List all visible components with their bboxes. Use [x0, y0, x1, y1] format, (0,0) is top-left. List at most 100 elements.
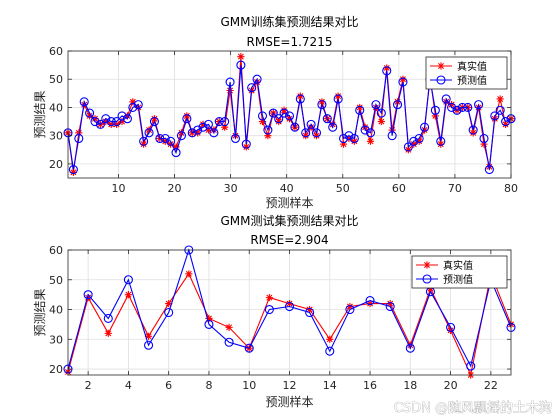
data-point-1 — [382, 66, 392, 76]
y-tick-label: 20 — [49, 158, 63, 171]
data-point-1 — [290, 122, 300, 132]
data-point-1 — [176, 131, 187, 141]
x-tick-label: 10 — [111, 182, 125, 195]
data-point-0 — [165, 299, 173, 308]
data-point-0 — [302, 132, 310, 140]
data-point-1 — [345, 304, 355, 315]
data-point-1 — [457, 102, 467, 112]
data-point-0 — [102, 117, 110, 126]
data-point-1 — [365, 296, 375, 306]
data-point-1 — [224, 337, 234, 347]
data-point-1 — [305, 307, 315, 318]
data-point-1 — [209, 128, 219, 138]
x-tick-label: 20 — [168, 182, 182, 195]
series-line-1 — [67, 248, 512, 370]
data-point-1 — [490, 111, 500, 121]
data-point-1 — [409, 136, 419, 146]
y-tick-label: 50 — [49, 73, 63, 86]
data-point-1 — [284, 301, 295, 312]
data-point-0 — [185, 270, 193, 278]
data-point-1 — [479, 133, 489, 144]
data-point-1 — [264, 304, 274, 315]
data-point-0 — [167, 140, 175, 148]
data-point-0 — [446, 326, 455, 334]
data-point-0 — [194, 129, 202, 137]
data-point-1 — [317, 100, 327, 110]
data-point-0 — [118, 117, 126, 126]
data-point-0 — [75, 129, 83, 137]
x-tick-label: 4 — [125, 379, 132, 392]
data-point-1 — [311, 128, 322, 138]
legend-marker-0 — [437, 62, 445, 70]
data-point-0 — [104, 329, 112, 337]
data-point-0 — [393, 98, 402, 106]
data-point-1 — [295, 94, 305, 104]
y-tick-label: 30 — [49, 333, 63, 346]
data-point-1 — [123, 275, 133, 285]
data-point-0 — [210, 126, 218, 134]
data-point-0 — [346, 302, 354, 311]
data-point-1 — [122, 114, 132, 124]
data-point-0 — [420, 126, 429, 134]
legend-label-1: 预测值 — [457, 74, 487, 87]
y-tick-label: 50 — [49, 274, 63, 287]
x-tick-label: 60 — [392, 182, 406, 195]
data-point-1 — [225, 77, 235, 87]
data-point-1 — [446, 322, 456, 332]
x-axis-label: 预测样本 — [265, 394, 313, 409]
data-point-1 — [376, 108, 386, 118]
data-point-0 — [150, 115, 159, 123]
data-point-0 — [107, 120, 115, 128]
data-point-1 — [187, 128, 197, 138]
x-tick-label: 2 — [85, 379, 92, 392]
data-point-1 — [274, 114, 284, 124]
data-point-1 — [101, 114, 111, 124]
data-point-0 — [205, 314, 213, 323]
training-set-panel: 10 20 30 40 50 60 70 80 20 30 40 50 60 GMM训练集预测结果对比 RM… — [33, 14, 518, 210]
data-point-0 — [285, 299, 294, 308]
chart-title: GMM测试集预测结果对比 — [220, 213, 358, 228]
data-point-0 — [415, 137, 423, 145]
data-point-1 — [198, 122, 208, 132]
data-point-1 — [441, 94, 451, 104]
data-point-1 — [252, 74, 262, 84]
data-point-0 — [69, 168, 78, 176]
data-point-1 — [143, 340, 154, 350]
x-tick-label: 80 — [504, 182, 518, 195]
data-point-1 — [385, 301, 395, 312]
data-point-1 — [182, 114, 192, 124]
data-point-0 — [307, 123, 315, 131]
data-point-0 — [204, 126, 213, 134]
data-point-0 — [172, 143, 180, 151]
data-point-0 — [124, 291, 133, 299]
data-point-1 — [90, 117, 100, 127]
data-point-1 — [144, 128, 154, 138]
x-tick-label: 8 — [205, 379, 212, 392]
data-point-1 — [106, 117, 116, 127]
data-point-1 — [322, 114, 332, 124]
y-tick-label: 20 — [49, 363, 63, 376]
data-point-0 — [406, 341, 414, 349]
data-point-0 — [237, 53, 245, 61]
data-point-0 — [177, 129, 186, 137]
data-point-0 — [437, 140, 445, 148]
data-point-0 — [480, 140, 488, 148]
data-point-1 — [155, 133, 165, 144]
data-point-1 — [149, 117, 159, 127]
data-point-0 — [140, 140, 148, 148]
y-tick-label: 40 — [49, 304, 63, 317]
data-point-0 — [296, 92, 304, 100]
data-point-0 — [326, 335, 334, 343]
data-point-1 — [392, 100, 403, 110]
data-point-1 — [436, 136, 446, 146]
data-point-1 — [463, 102, 473, 112]
data-point-0 — [123, 112, 132, 120]
data-point-1 — [284, 111, 295, 121]
data-point-1 — [95, 119, 105, 129]
data-point-0 — [399, 75, 407, 83]
data-point-1 — [204, 319, 214, 329]
data-point-1 — [68, 164, 78, 175]
y-axis-label: 预测结果 — [33, 288, 47, 336]
x-tick-label: 22 — [484, 379, 498, 392]
data-point-1 — [333, 94, 343, 104]
